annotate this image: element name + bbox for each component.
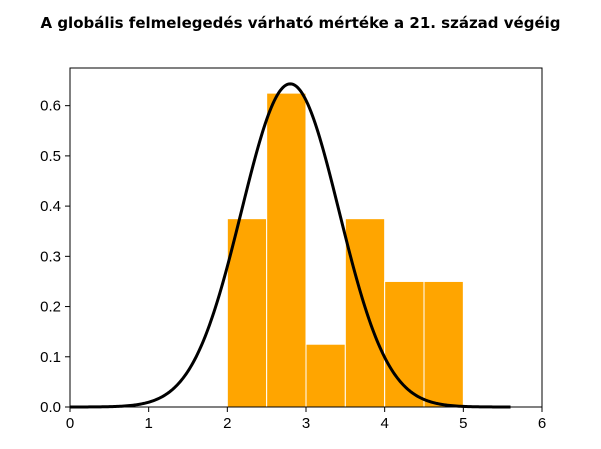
y-tick-label: 0.1: [40, 349, 61, 366]
x-tick-label: 5: [459, 415, 467, 432]
y-tick-label: 0.4: [40, 198, 61, 215]
x-tick-label: 4: [380, 415, 388, 432]
x-tick-label: 0: [66, 415, 74, 432]
x-tick-label: 3: [302, 415, 310, 432]
x-tick-label: 6: [538, 415, 546, 432]
ticks-group: 0 1 2 3 4 5 6 0.0 0.1 0.2 0.3 0.4 0.5 0.6: [40, 98, 546, 432]
histogram-bar-3: [344, 218, 386, 408]
y-tick-label: 0.0: [40, 399, 61, 416]
bars-group: [226, 92, 464, 408]
chart-title: A globális felmelegedés várható mértéke …: [40, 14, 561, 32]
x-tick-label: 1: [144, 415, 152, 432]
histogram-bar-4: [384, 280, 425, 408]
histogram-bar-5: [423, 280, 464, 408]
x-tick-label: 2: [223, 415, 231, 432]
histogram-bar-1: [266, 92, 307, 408]
density-curve: [70, 82, 511, 409]
y-tick-label: 0.5: [40, 148, 61, 165]
histogram-bar-2: [305, 343, 346, 408]
y-tick-label: 0.2: [40, 299, 61, 316]
y-tick-label: 0.3: [40, 248, 61, 265]
y-tick-label: 0.6: [40, 98, 61, 115]
